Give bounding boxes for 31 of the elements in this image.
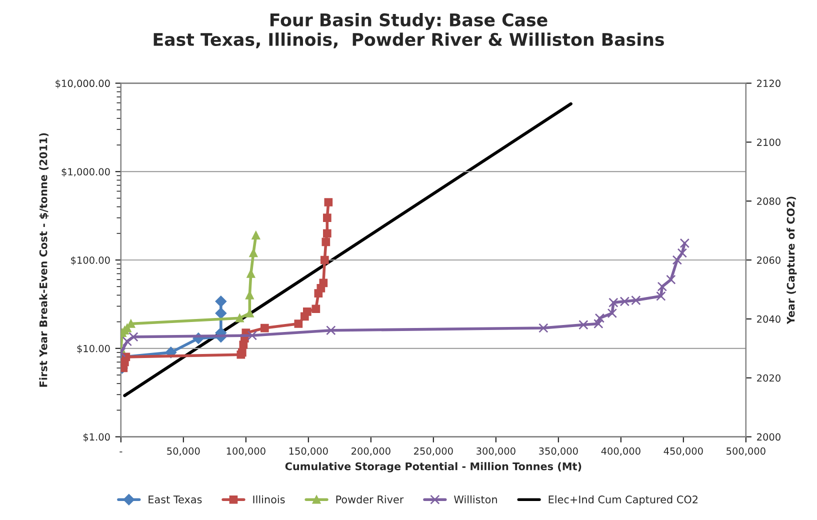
legend-label: Williston [454, 495, 497, 504]
x-tick-label: 450,000 [664, 447, 703, 456]
x-tick-label: 50,000 [167, 447, 200, 456]
legend-label: Powder River [336, 495, 404, 504]
y2-tick-label: 2080 [757, 198, 780, 205]
legend-label: Elec+Ind Cum Captured CO2 [548, 495, 698, 506]
y2-tick-label: 2020 [757, 374, 780, 382]
y-tick-label: $1.00 [83, 433, 110, 442]
x-tick-label: 300,000 [476, 447, 516, 456]
legend-label: East Texas [148, 496, 202, 504]
x-tick-label: 400,000 [601, 447, 640, 456]
x-tick-label: 500,000 [726, 447, 766, 456]
chart-title: Four Basin Study: Base Case East Texas, Illinois, Powder River & Williston Basins [154, 13, 664, 48]
x-tick-label: 200,000 [352, 447, 390, 456]
y2-tick-label: 2100 [757, 138, 780, 146]
y2-axis-title: Year (Capture of CO2) [786, 196, 797, 324]
x-axis-title: Cumulative Storage Potential - Million Tonnes (Mt) [285, 462, 582, 472]
legend-label: Illinois [253, 495, 285, 504]
y-tick-label: $10.00 [77, 344, 110, 354]
y2-tick-label: 2040 [757, 315, 780, 323]
x-tick-label: 150,000 [289, 447, 328, 456]
x-tick-label: 100,000 [226, 447, 266, 456]
y2-tick-label: 2120 [757, 80, 780, 88]
y-tick-label: $100.00 [71, 256, 110, 266]
y-axis-title: First Year Break-Even Cost - $/tonne (2011) [39, 133, 49, 387]
y2-tick-label: 2000 [757, 433, 780, 441]
x-tick-label: 250,000 [414, 447, 453, 456]
x-tick-label: 350,000 [539, 447, 578, 456]
y2-tick-label: 2060 [757, 256, 780, 264]
y-tick-label: $10,000.00 [56, 80, 110, 88]
y-tick-label: $1,000.00 [62, 168, 110, 177]
